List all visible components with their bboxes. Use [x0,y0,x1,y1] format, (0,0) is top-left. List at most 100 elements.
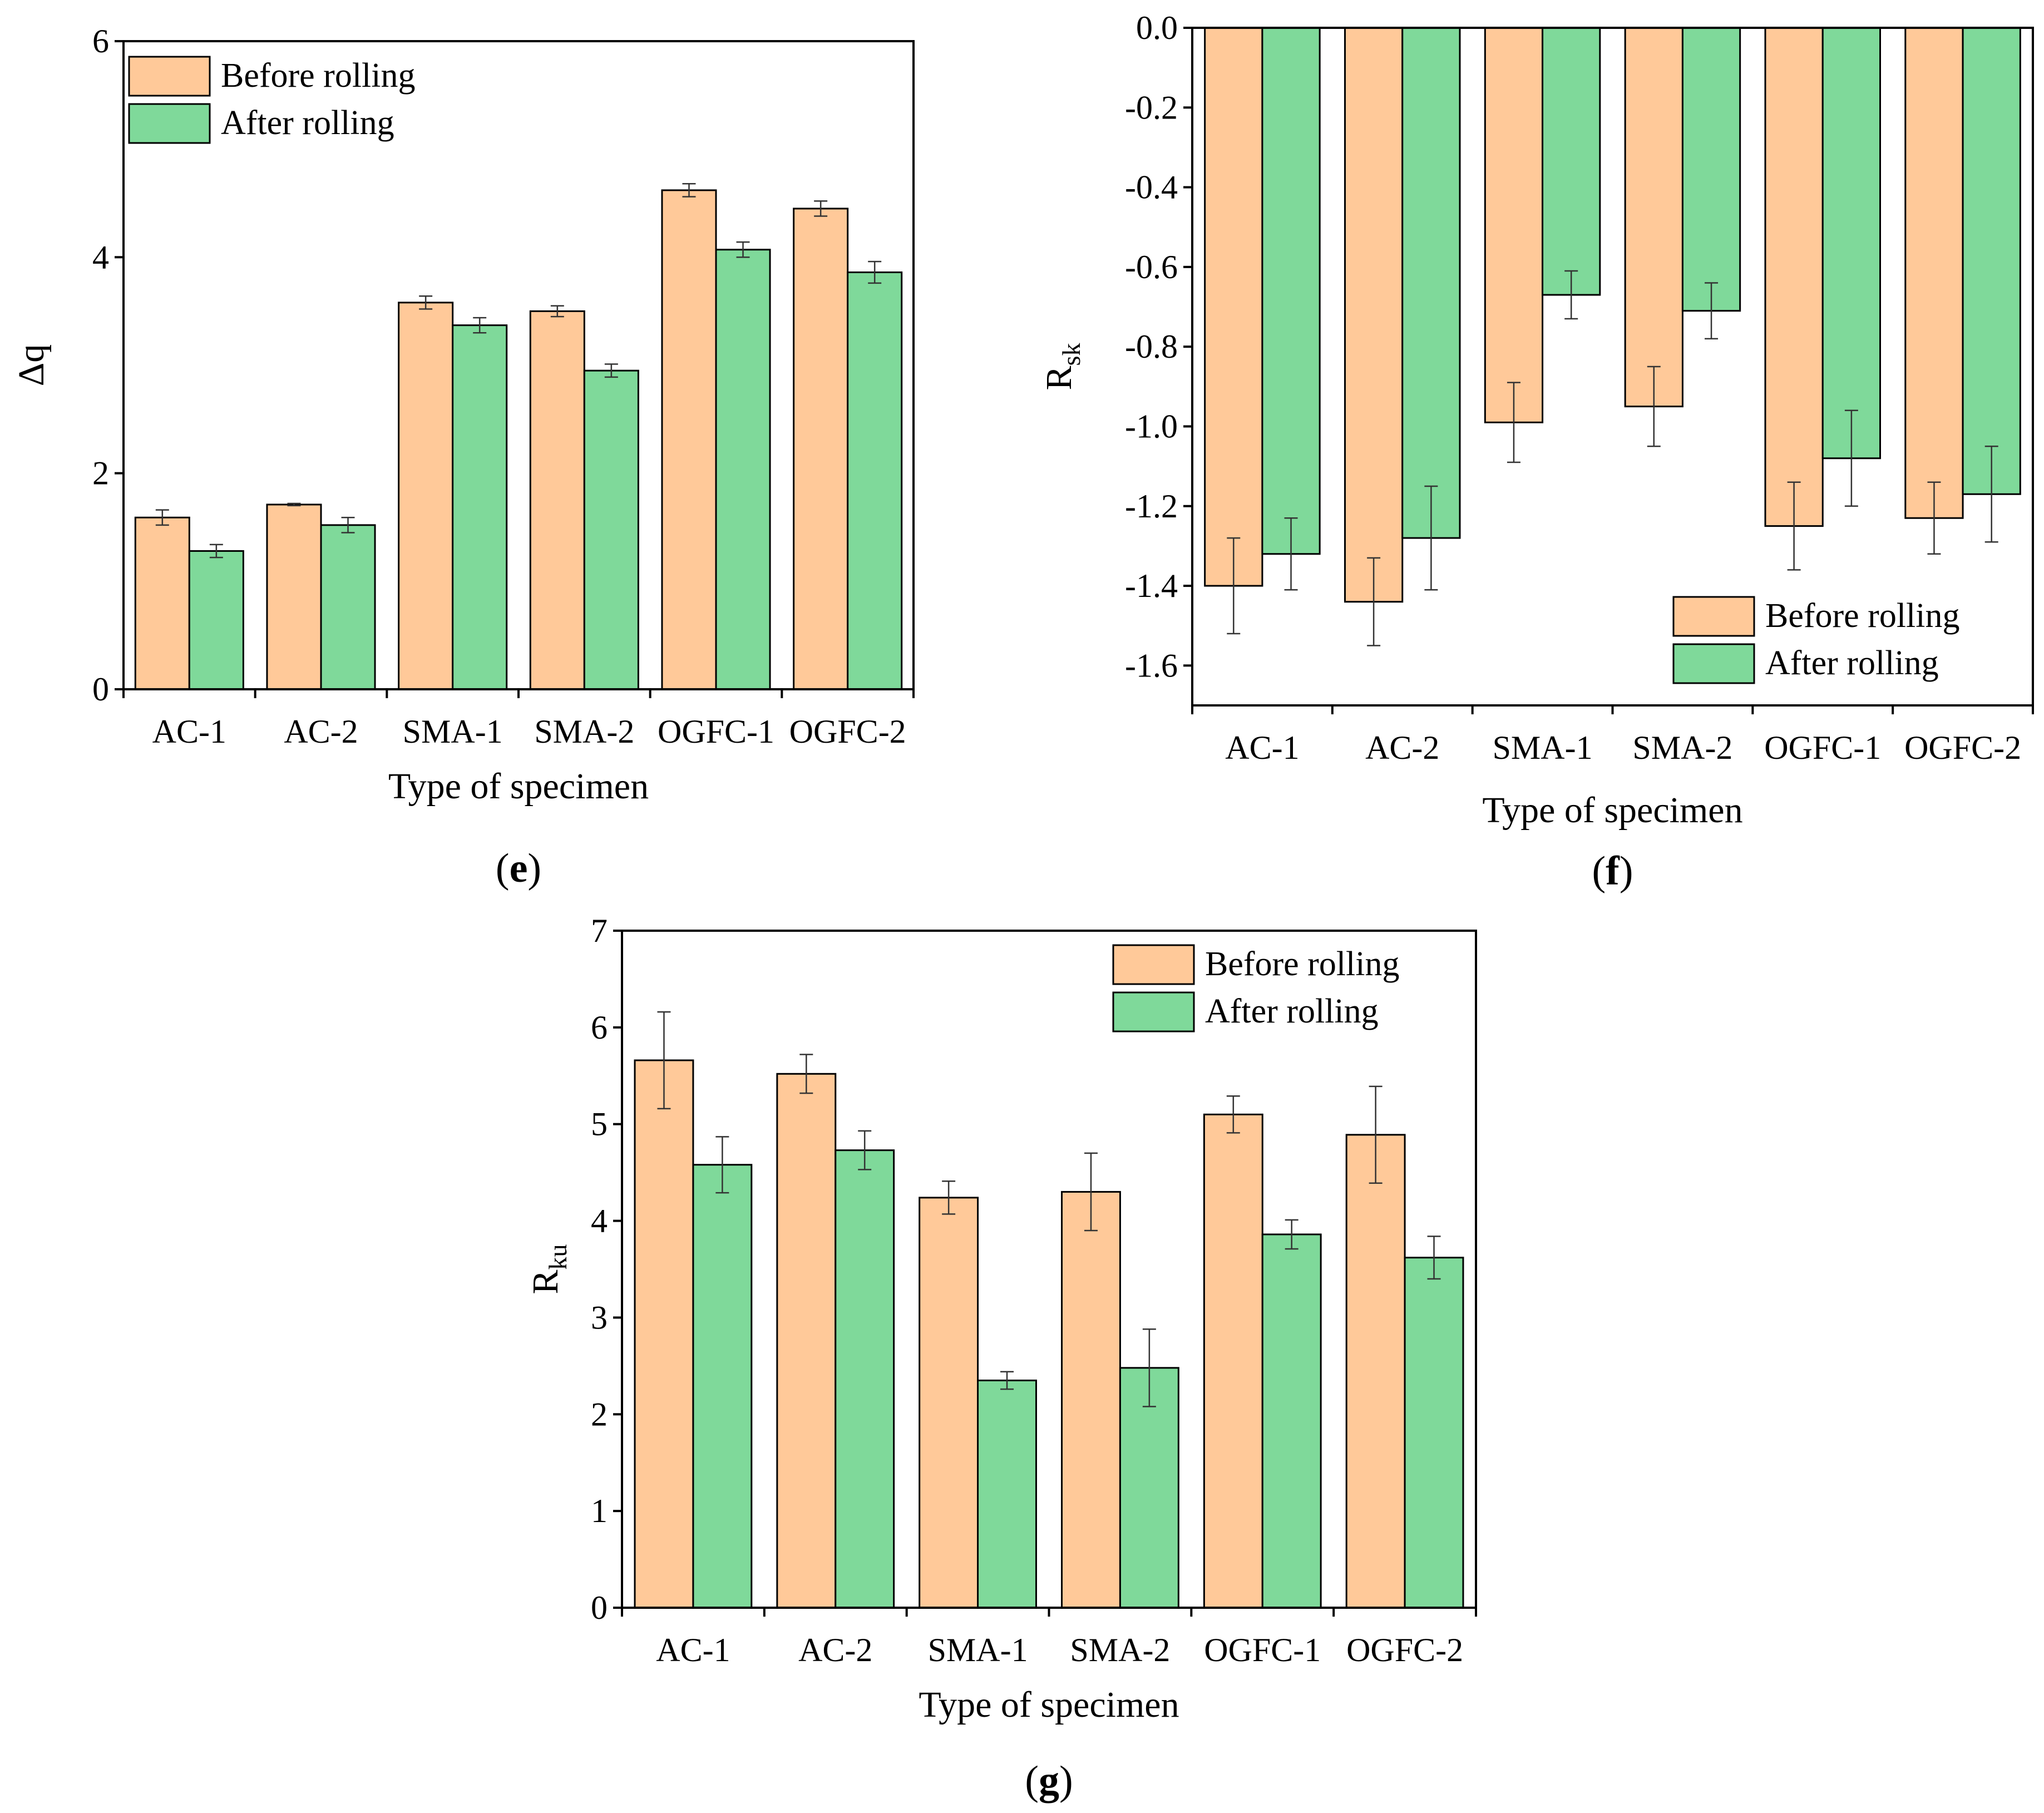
legend-e: Before rolling After rolling [128,56,416,144]
legend-swatch-before [1672,596,1755,637]
error-bar-g-before-sma-1 [942,1180,956,1215]
bar-e-before-sma-1 [398,302,454,690]
chart-f: 0.0 -0.2 -0.4 -0.6 -0.8 -1.0 -1.2 -1.4 -1.6 AC-1 A… [1039,9,2034,894]
error-bar-f-before-sma-2 [1647,365,1661,447]
y-tick-label-g: 6 [591,1009,608,1046]
bar-f-before-ogfc-2 [1904,27,1964,519]
y-tick-label-e: 0 [92,671,109,708]
error-bar-g-before-ac-1 [657,1011,671,1110]
error-bar-g-before-ac-2 [799,1054,813,1094]
y-tick-label-e: 4 [92,239,109,275]
error-bar-f-after-ogfc-1 [1844,409,1858,507]
error-bar-g-after-sma-2 [1142,1328,1156,1407]
error-bar-f-after-ac-1 [1284,517,1298,591]
panel-label-f: (f) [1592,848,1633,894]
y-tick-label-g: 2 [591,1396,608,1432]
bar-g-after-sma-1 [977,1379,1037,1609]
x-tick-label-f: AC-2 [1365,729,1439,766]
legend-swatch-after [1112,991,1195,1033]
panel-label-letter: e [510,846,528,891]
legend-swatch-before [128,56,211,97]
error-bar-e-before-ogfc-1 [682,183,696,197]
y-axis-title-main: R [1039,365,1079,390]
error-bar-e-after-ac-2 [341,517,355,533]
legend-swatch-before [1112,944,1195,985]
x-tick-label-e: OGFC-2 [789,713,906,750]
bar-f-before-sma-2 [1624,27,1683,408]
x-tick-label-f: OGFC-1 [1764,729,1881,766]
y-tick-label-f: 0.0 [1136,9,1178,46]
bar-f-after-ac-1 [1261,27,1321,555]
bar-e-after-ogfc-1 [715,249,771,690]
error-bar-e-after-ogfc-2 [868,260,882,284]
error-bar-g-after-sma-1 [1000,1371,1014,1390]
bar-e-before-sma-2 [529,310,585,690]
x-tick-label-e: AC-2 [284,713,358,750]
chart-g: 0 1 2 3 4 5 6 7 AC-1 AC-2 SMA-1 SMA-2 OGFC-1 OGFC-2 Ty… [525,912,1477,1804]
error-bar-f-after-ac-2 [1424,485,1438,591]
bar-e-before-ogfc-2 [793,208,849,690]
panel-label-e: (e) [496,846,541,891]
error-bar-g-before-sma-2 [1084,1152,1098,1232]
bar-e-before-ac-1 [134,516,190,690]
panel-label-g: (g) [1025,1758,1073,1804]
bar-g-after-ogfc-2 [1404,1257,1464,1609]
y-tick-label-f: -0.6 [1125,249,1178,285]
y-axis-title-subscript: ku [544,1244,572,1269]
error-bar-e-after-ac-1 [209,544,223,559]
y-tick-label-f: -1.2 [1125,488,1178,525]
error-bar-g-before-ogfc-1 [1226,1095,1240,1134]
y-tick-label-f: -1.6 [1125,647,1178,684]
y-axis-title-e: Δq [11,344,52,386]
error-bar-e-before-sma-1 [419,295,433,310]
legend-label-before: Before rolling [221,57,416,95]
bar-f-after-ac-2 [1401,27,1461,539]
bar-g-before-ogfc-1 [1203,1113,1263,1609]
bar-e-after-sma-2 [583,369,639,690]
bar-e-after-sma-1 [452,324,508,690]
legend-label-after: After rolling [1765,644,1939,682]
bar-g-after-ogfc-1 [1261,1233,1322,1609]
legend-f: Before rolling After rolling [1672,596,1960,684]
x-tick-label-g: SMA-1 [928,1632,1028,1668]
y-tick-label-g: 3 [591,1299,608,1336]
legend-swatch-after [1672,643,1755,684]
x-tick-label-g: SMA-2 [1070,1632,1170,1668]
y-tick-label-g: 0 [591,1589,608,1626]
error-bar-e-after-sma-1 [473,317,487,334]
bar-e-before-ogfc-1 [661,189,717,690]
error-bar-e-after-ogfc-1 [736,241,750,258]
legend-label-after: After rolling [1205,992,1379,1030]
bar-f-before-sma-1 [1484,27,1544,423]
bar-g-after-ac-2 [835,1149,895,1609]
error-bar-e-before-sma-2 [550,305,564,318]
bar-f-after-ogfc-1 [1821,27,1882,460]
panel-label-letter: f [1606,848,1620,894]
x-tick-label-g: OGFC-1 [1204,1632,1321,1668]
error-bar-e-before-ac-1 [155,509,169,526]
error-bar-f-before-ogfc-1 [1787,481,1801,571]
bar-e-after-ac-1 [188,550,244,690]
y-tick-label-f: -1.4 [1125,567,1178,604]
error-bar-f-before-sma-1 [1507,382,1520,463]
x-tick-label-f: SMA-2 [1632,729,1732,766]
error-bar-f-after-sma-1 [1564,270,1578,320]
chart-e: 0 2 4 6 AC-1 AC-2 SMA-1 SMA-2 OGFC-1 OGFC-2 Type o… [11,23,915,891]
y-tick-label-g: 7 [591,912,608,949]
y-tick-label-f: -0.8 [1125,328,1178,365]
error-bar-e-before-ac-2 [287,502,301,507]
x-tick-label-f: SMA-1 [1493,729,1593,766]
y-tick-label-f: -0.2 [1125,89,1178,126]
x-tick-label-f: OGFC-2 [1904,729,2021,766]
error-bar-g-after-ogfc-2 [1427,1236,1441,1280]
bar-f-before-ac-1 [1204,27,1263,587]
bar-f-before-ac-2 [1344,27,1404,603]
y-tick-label-g: 5 [591,1106,608,1143]
bar-g-before-ac-2 [776,1073,837,1609]
x-axis-title-e: Type of specimen [388,766,649,807]
error-bar-f-after-sma-2 [1705,282,1719,340]
bar-g-before-ac-1 [634,1059,694,1609]
error-bar-f-before-ac-1 [1227,537,1241,635]
panel-label-letter: g [1039,1758,1059,1804]
error-bar-g-before-ogfc-2 [1369,1085,1383,1184]
